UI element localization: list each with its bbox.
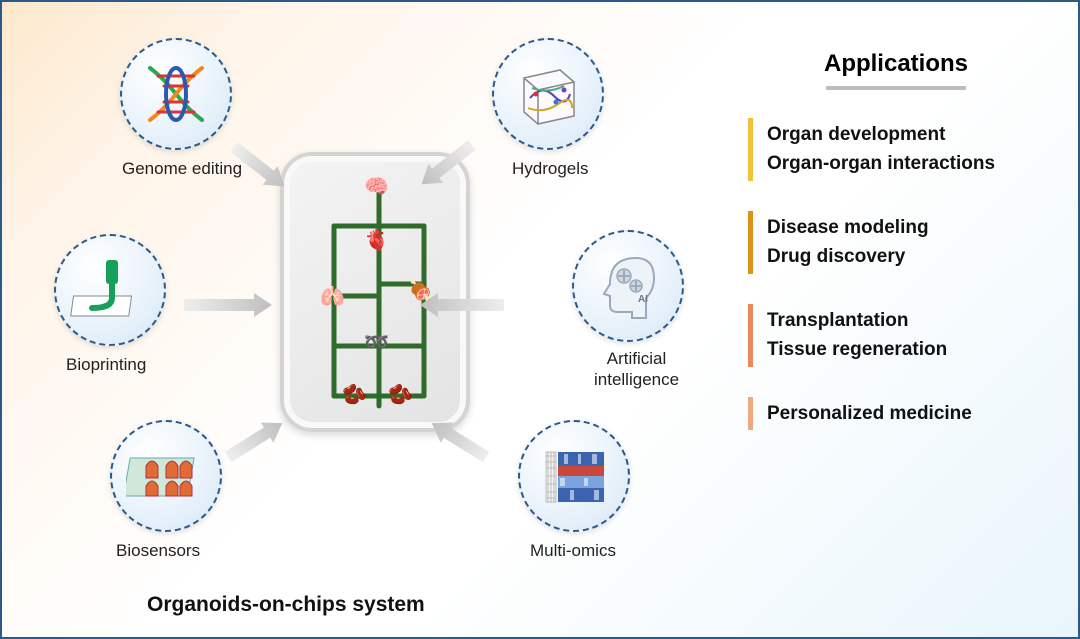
organ-heart: 🫀	[364, 228, 389, 253]
heatmap-icon	[534, 436, 614, 516]
app-item: Drug discovery	[767, 242, 1044, 271]
organ-liver: 🍖	[408, 278, 433, 303]
organ-kidney-r: 🫘	[388, 382, 413, 407]
label-multi-omics: Multi-omics	[530, 540, 616, 561]
organoid-chip: 🧠 🫀 🫁 🍖 ➿ 🫘 🫘	[280, 152, 470, 432]
label-biosensors: Biosensors	[116, 540, 200, 561]
arrow-biosensors	[220, 408, 294, 469]
label-ai: Artificial intelligence	[594, 348, 679, 391]
node-hydrogels	[492, 38, 604, 150]
organ-brain: 🧠	[364, 174, 389, 199]
app-group-0: Organ developmentOrgan-organ interaction…	[748, 118, 1044, 181]
applications-panel: Applications Organ developmentOrgan-orga…	[748, 50, 1044, 460]
app-item: Tissue regeneration	[767, 335, 1044, 364]
organ-intestine: ➿	[364, 330, 389, 355]
applications-heading: Applications	[748, 50, 1044, 78]
hydrogel-icon	[508, 54, 588, 134]
node-multi-omics	[518, 420, 630, 532]
app-item: Disease modeling	[767, 213, 1044, 242]
dna-helix-icon	[136, 54, 216, 134]
diagram-title: Organoids-on-chips system	[147, 593, 425, 617]
bioprinter-icon	[70, 250, 150, 330]
app-item: Organ-organ interactions	[767, 149, 1044, 178]
app-item: Transplantation	[767, 306, 1044, 335]
organ-lung: 🫁	[320, 284, 345, 309]
label-hydrogels: Hydrogels	[512, 158, 589, 179]
label-bioprinting: Bioprinting	[66, 354, 146, 375]
app-item: Organ development	[767, 120, 1044, 149]
figure-canvas: 🧠 🫀 🫁 🍖 ➿ 🫘 🫘	[0, 0, 1080, 639]
arrow-bioprinting	[184, 290, 276, 320]
node-biosensors	[110, 420, 222, 532]
applications-divider	[826, 86, 966, 90]
app-group-1: Disease modelingDrug discovery	[748, 211, 1044, 274]
biosensor-icon	[126, 436, 206, 516]
organ-kidney-l: 🫘	[342, 382, 367, 407]
node-artificial-intelligence: AI	[572, 230, 684, 342]
node-genome-editing	[120, 38, 232, 150]
node-bioprinting	[54, 234, 166, 346]
label-genome-editing: Genome editing	[122, 158, 242, 179]
ai-head-icon: AI	[588, 246, 668, 326]
app-group-3: Personalized medicine	[748, 397, 1044, 430]
app-group-2: TransplantationTissue regeneration	[748, 304, 1044, 367]
diagram-area: 🧠 🫀 🫁 🍖 ➿ 🫘 🫘	[2, 2, 742, 637]
app-item: Personalized medicine	[767, 399, 1044, 428]
svg-text:AI: AI	[638, 294, 648, 305]
